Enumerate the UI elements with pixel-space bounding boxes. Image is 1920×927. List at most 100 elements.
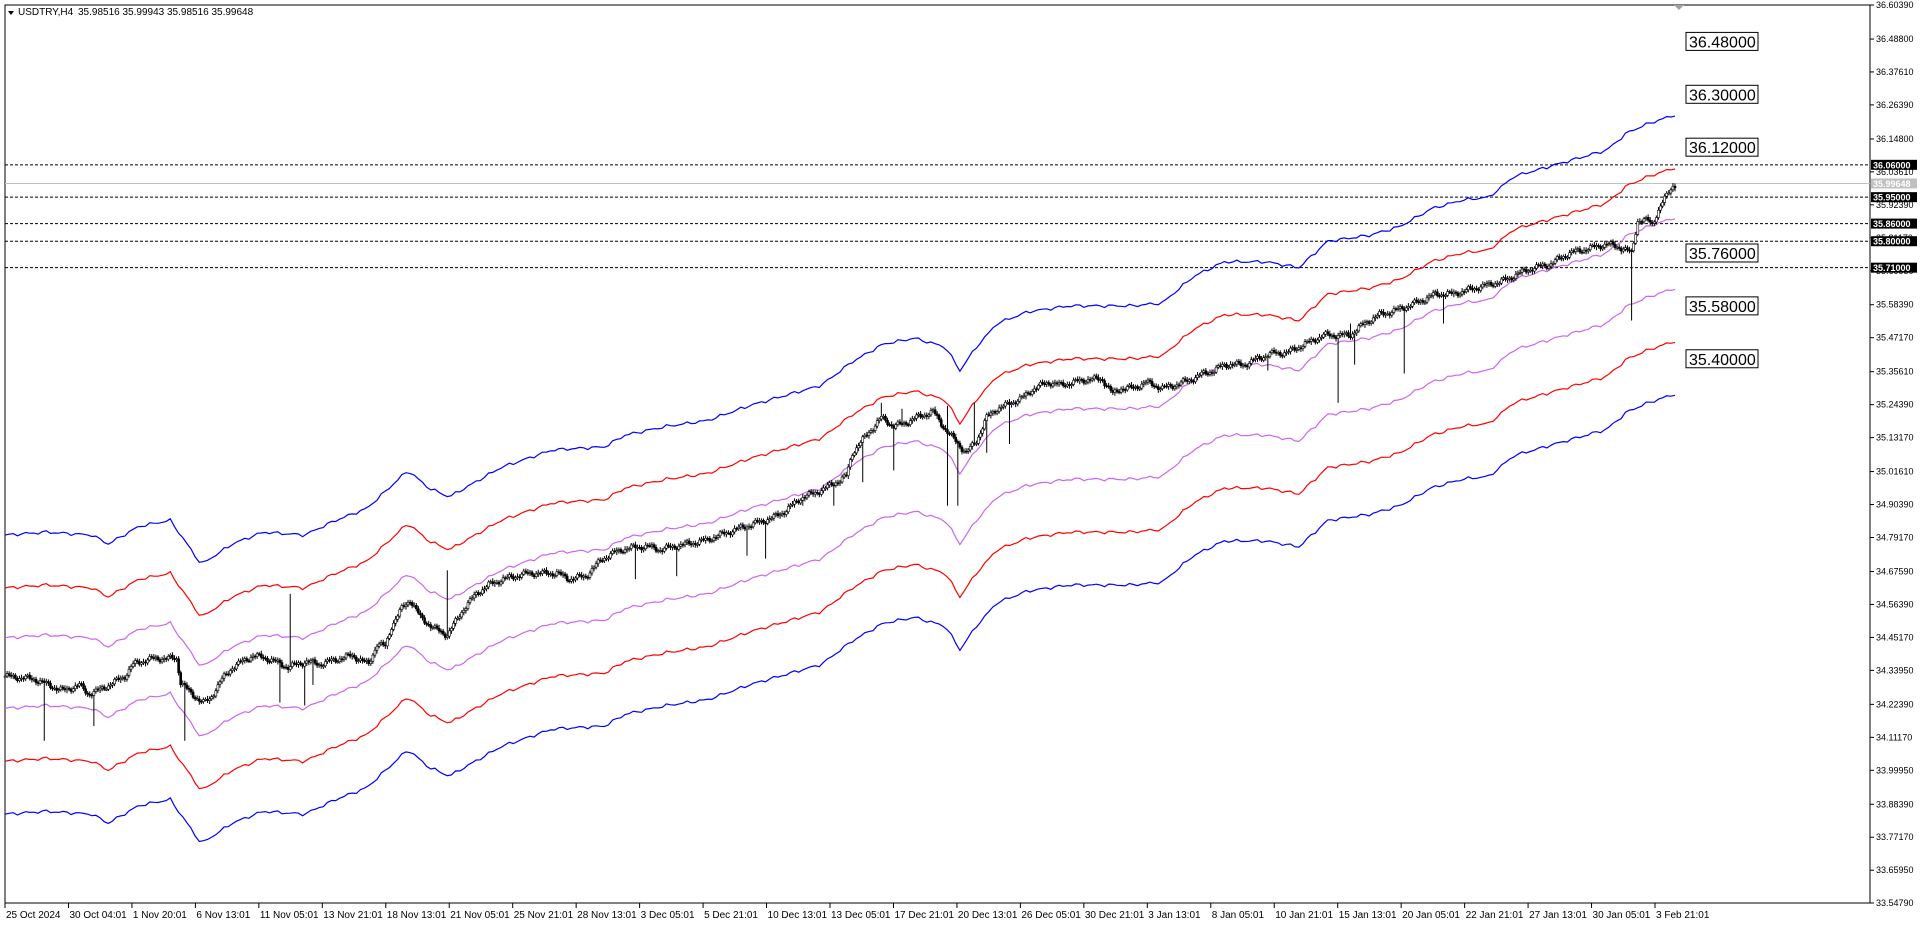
y-tick-label: 35.58390: [1876, 300, 1914, 310]
candle-body: [1190, 379, 1193, 382]
candle-body: [960, 446, 964, 452]
price-axis[interactable]: 36.60390 36.48800 36.37610 36.26390 36.14800…: [1870, 0, 1917, 908]
candle-body: [1659, 205, 1662, 211]
candle-body: [1365, 321, 1369, 323]
band-end-label: 36.12000: [1689, 140, 1756, 157]
candle-body: [1634, 234, 1638, 244]
y-tick-label: 36.03610: [1876, 167, 1914, 177]
candle-body: [756, 519, 759, 523]
candle-body: [704, 538, 707, 541]
candle-body: [1208, 372, 1212, 375]
candle-body: [869, 430, 873, 433]
candle-body: [1012, 402, 1015, 404]
candle-body: [1059, 382, 1063, 384]
candle-body: [1254, 358, 1257, 361]
candle-body: [94, 688, 98, 692]
candle-body: [1063, 385, 1067, 387]
candle-body: [1229, 364, 1232, 368]
candle-body: [355, 656, 358, 662]
candle-body: [185, 684, 189, 689]
candle-body: [1078, 379, 1082, 382]
candle-body: [545, 569, 548, 574]
candle-body: [1595, 245, 1598, 248]
header-dropdown-icon[interactable]: [8, 11, 14, 15]
candle-body: [195, 698, 199, 701]
candle-body: [65, 687, 69, 691]
candle-body: [627, 548, 631, 550]
x-tick-label: 6 Nov 13:01: [196, 910, 250, 921]
candle-body: [1285, 351, 1288, 354]
candle-body: [1531, 269, 1534, 272]
candle-body: [1334, 336, 1338, 339]
candle-body: [398, 609, 402, 617]
candle-body: [257, 653, 261, 656]
time-axis[interactable]: 25 Oct 2024 30 Oct 04:01 1 Nov 20:01 6 Nov …: [4, 903, 1710, 921]
candle-body: [1132, 387, 1135, 389]
candle-body: [1423, 301, 1427, 304]
y-tick-label: 35.47170: [1876, 333, 1914, 343]
candle-body: [381, 642, 385, 646]
y-tick-label: 35.13170: [1876, 433, 1914, 443]
candle-body: [929, 410, 933, 416]
band-line-band_inner: [4, 288, 1676, 737]
candle-body: [1287, 351, 1290, 353]
candle-body: [233, 668, 236, 671]
candle-body: [1074, 379, 1077, 381]
candle-body: [1072, 379, 1075, 385]
candle-body: [142, 661, 145, 664]
candle-body: [18, 678, 21, 681]
candle-body: [1601, 246, 1604, 250]
candle-body: [241, 659, 244, 662]
candle-body: [846, 466, 850, 476]
candle-body: [272, 658, 275, 661]
candle-body: [733, 528, 736, 533]
x-tick-label: 22 Jan 21:01: [1466, 910, 1524, 921]
candle-body: [958, 442, 962, 448]
candle-body: [1051, 383, 1055, 387]
candle-body: [570, 578, 573, 582]
shift-marker-icon[interactable]: [1674, 5, 1684, 10]
band-end-label-box: [1685, 349, 1759, 369]
candle-body: [1163, 385, 1166, 388]
candle-body: [751, 522, 755, 528]
candle-body: [352, 654, 356, 658]
candle-body: [1661, 202, 1664, 207]
candle-body: [1047, 382, 1051, 385]
candle-body: [218, 681, 222, 685]
candle-body: [611, 550, 614, 554]
candle-body: [1061, 382, 1065, 386]
candle-body: [1256, 355, 1259, 359]
candle-body: [1330, 334, 1334, 337]
candle-body: [156, 656, 160, 660]
candle-body: [923, 414, 927, 417]
candle-body: [939, 419, 943, 427]
candle-body: [1326, 331, 1330, 335]
y-tick-label: 34.11170: [1876, 732, 1912, 742]
candle-body: [1607, 243, 1611, 246]
x-tick-label: 17 Dec 21:01: [894, 910, 954, 921]
candle-body: [1409, 306, 1412, 308]
candle-body: [301, 664, 304, 667]
candle-body: [394, 618, 397, 624]
candle-body: [658, 550, 662, 552]
candle-body: [1566, 256, 1569, 259]
candle-body: [481, 589, 484, 594]
candle-body: [11, 674, 15, 677]
candle-body: [1597, 245, 1600, 247]
candle-body: [1448, 291, 1452, 293]
y-tick-label: 36.37610: [1876, 67, 1914, 77]
candle-body: [1392, 308, 1396, 313]
candle-body: [669, 546, 672, 548]
band-end-labels: 36.48000 36.30000 36.12000 35.76000 35.58000…: [1685, 31, 1759, 369]
candle-body: [1626, 247, 1629, 251]
candle-body: [1115, 389, 1119, 392]
x-tick-label: 25 Oct 2024: [6, 910, 61, 921]
candle-body: [1359, 323, 1363, 327]
candle-body: [1053, 382, 1057, 385]
candle-body: [989, 412, 993, 416]
candle-body: [512, 576, 515, 580]
candle-body: [307, 660, 311, 663]
level-price-label: 35.86000: [1873, 219, 1911, 229]
candle-body: [61, 686, 65, 690]
